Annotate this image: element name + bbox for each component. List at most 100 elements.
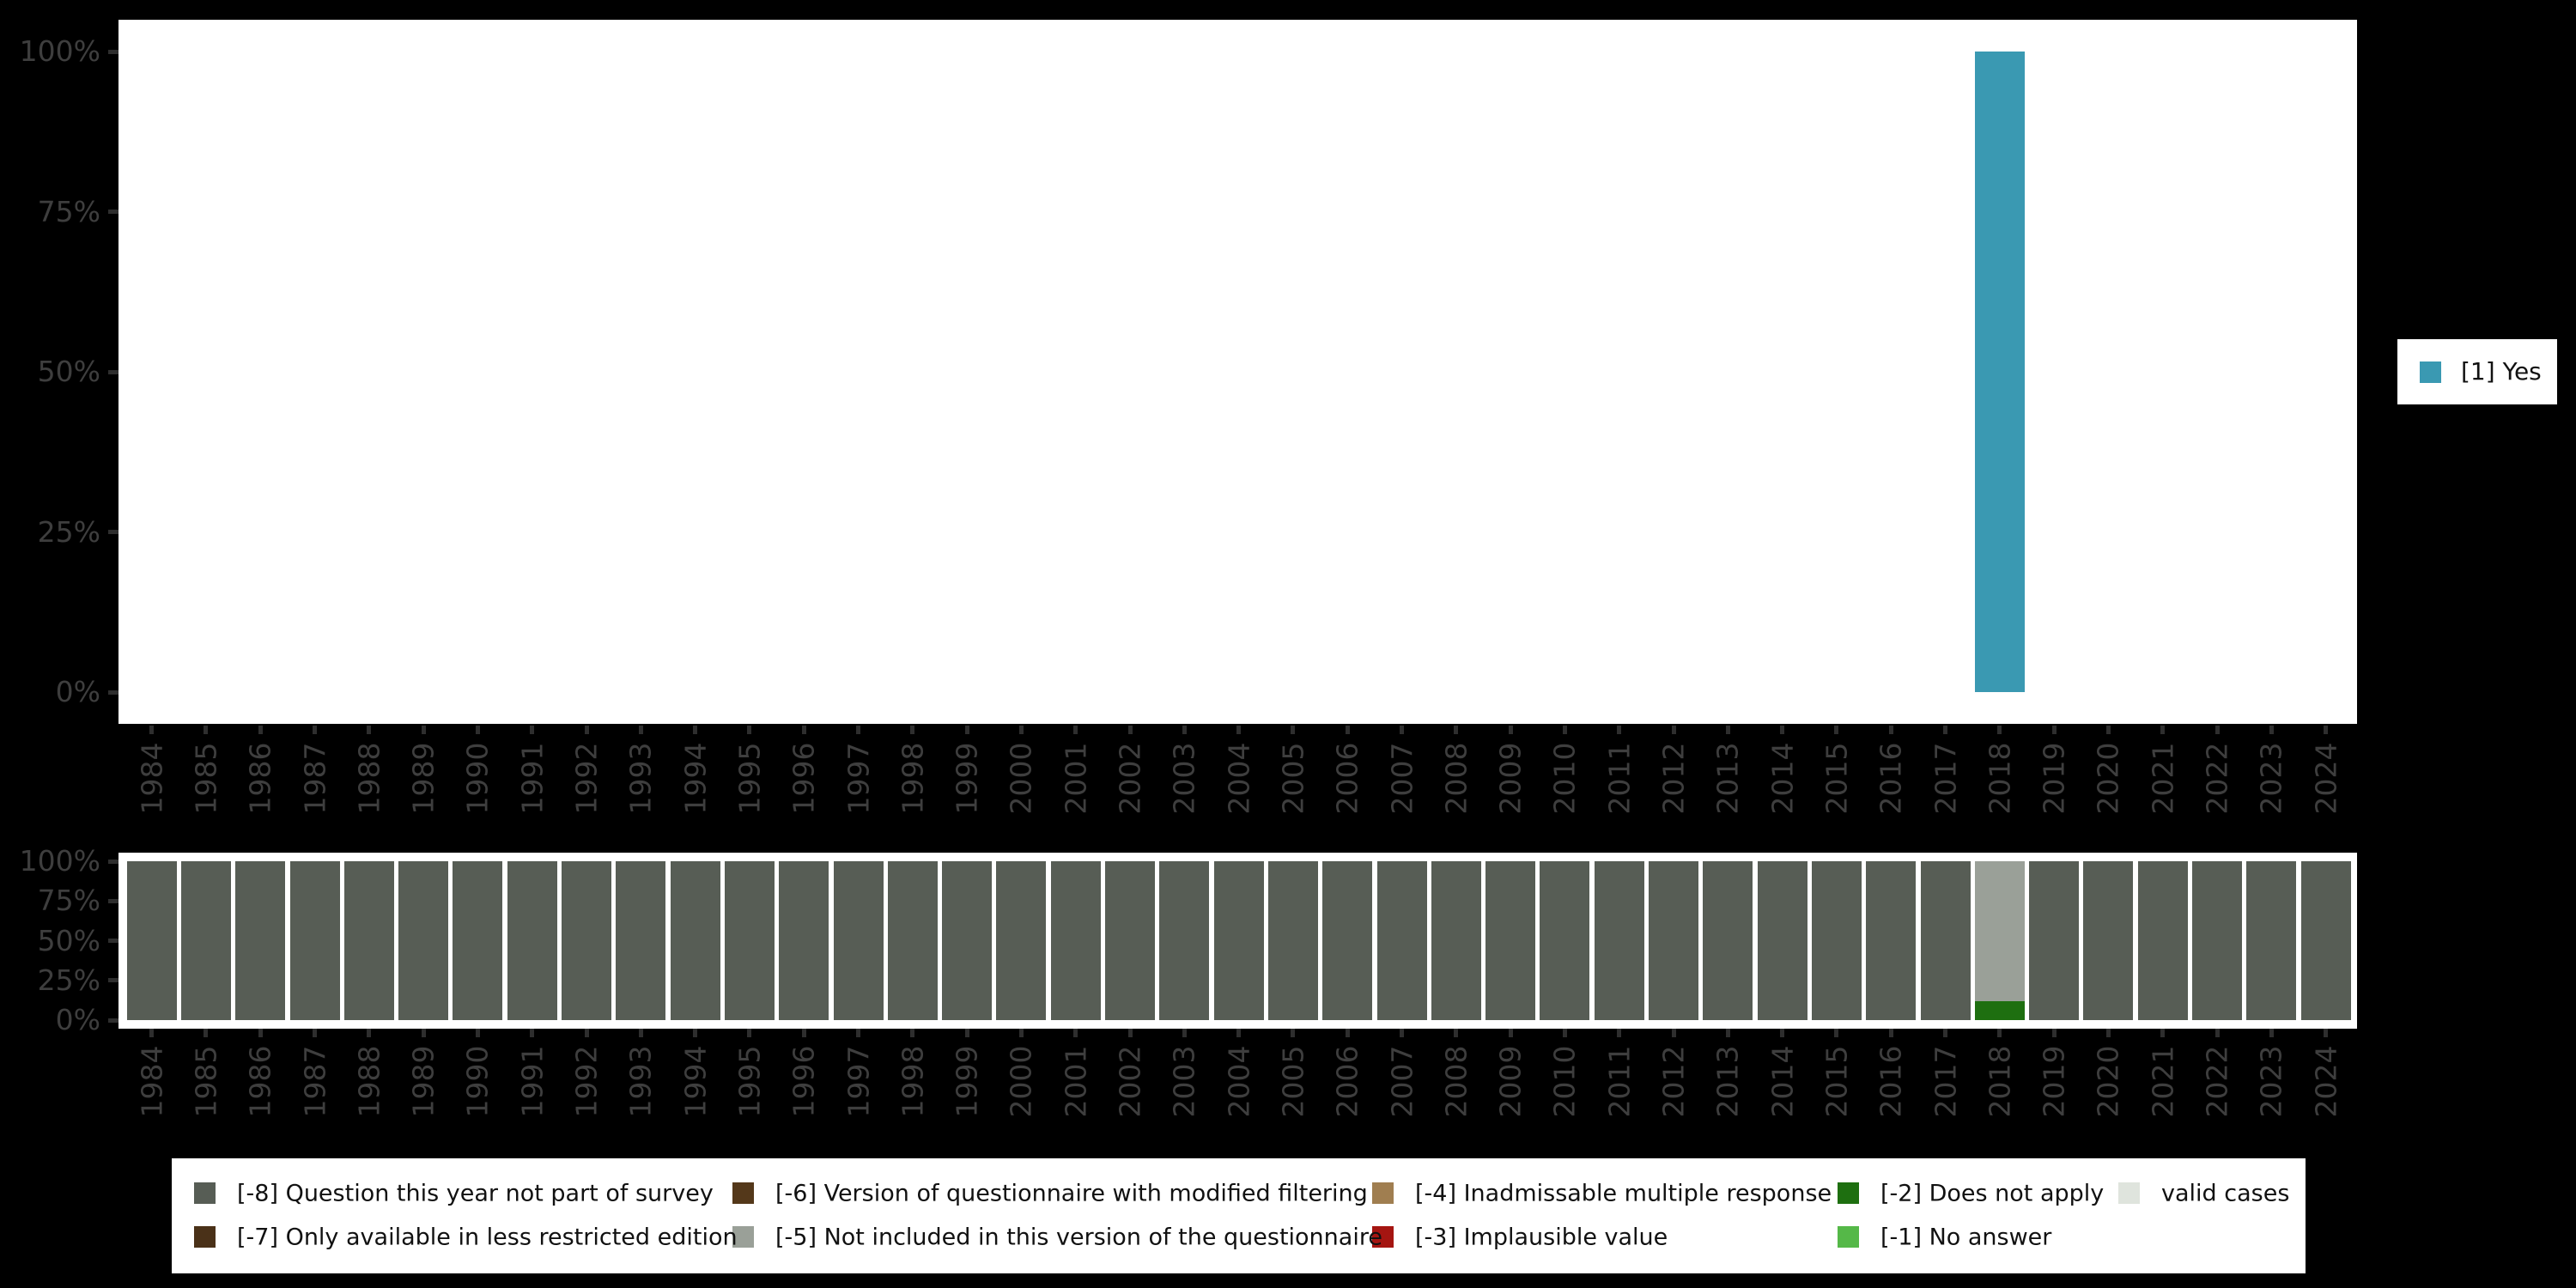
top-chart-y-axis-label: 25% xyxy=(37,514,100,549)
bottom-chart-year-label: 2001 xyxy=(1059,1045,1093,1117)
values-legend: [1] Yes xyxy=(2397,339,2557,404)
bar-segment-2004 xyxy=(1213,861,1264,1020)
top-chart-x-axis-tick xyxy=(1725,726,1730,734)
top-chart-x-axis-tick xyxy=(530,726,535,734)
top-chart-x-axis-tick xyxy=(747,726,752,734)
top-chart-y-axis-label: 0% xyxy=(55,675,100,708)
bottom-chart-y-axis-label: 50% xyxy=(37,923,100,957)
bar-segment-2023 xyxy=(2246,861,2297,1020)
bottom-chart-x-axis-tick xyxy=(1345,1029,1350,1037)
legend-swatch xyxy=(1838,1182,1859,1204)
bottom-chart-y-axis-label: 25% xyxy=(37,963,100,997)
top-chart-x-axis-tick xyxy=(475,726,480,734)
top-chart-x-axis-tick xyxy=(2269,726,2274,734)
bottom-chart-year-label: 1985 xyxy=(189,1045,223,1117)
legend-swatch xyxy=(2118,1182,2140,1204)
top-chart-year-label: 2011 xyxy=(1602,742,1637,814)
bar-segment-2009 xyxy=(1485,861,1536,1020)
bottom-chart-y-axis-tick xyxy=(108,939,118,943)
top-chart-x-axis-tick xyxy=(367,726,372,734)
bottom-chart-year-label: 2008 xyxy=(1439,1045,1473,1117)
legend-item-label: [-4] Inadmissable multiple response xyxy=(1415,1180,1832,1206)
bar-segment-1992 xyxy=(562,861,611,1020)
bottom-chart-year-label: 2018 xyxy=(1983,1045,2017,1117)
bottom-chart-year-label: 2013 xyxy=(1710,1045,1745,1117)
bottom-chart-x-axis-tick xyxy=(475,1029,480,1037)
top-chart-x-axis-tick xyxy=(1345,726,1350,734)
bottom-chart-year-label: 2024 xyxy=(2309,1045,2343,1117)
bottom-chart-year-label: 2012 xyxy=(1656,1045,1691,1117)
top-chart-year-label: 1997 xyxy=(841,742,875,814)
top-chart-x-axis-tick xyxy=(2160,726,2166,734)
bottom-chart-x-axis-tick xyxy=(421,1029,426,1037)
top-chart-year-label: 1990 xyxy=(460,742,495,814)
bar-segment-2008 xyxy=(1431,861,1481,1020)
bottom-chart-x-axis-tick xyxy=(1997,1029,2002,1037)
top-chart-year-label: 1988 xyxy=(352,742,386,814)
top-chart-year-label: 2020 xyxy=(2091,742,2125,814)
bottom-chart-x-axis-tick xyxy=(1236,1029,1242,1037)
bottom-chart-year-label: 1984 xyxy=(135,1045,169,1117)
top-chart-y-axis-label: 50% xyxy=(37,355,100,388)
top-chart-x-axis-tick xyxy=(856,726,860,734)
top-chart-x-axis-tick xyxy=(638,726,643,734)
bar-segment-1988 xyxy=(343,861,394,1020)
top-chart-x-axis-tick xyxy=(258,726,263,734)
top-chart-year-label: 2008 xyxy=(1439,742,1473,814)
top-chart-x-axis-tick xyxy=(1127,726,1133,734)
bottom-chart-x-axis-tick xyxy=(747,1029,752,1037)
top-chart-x-axis-tick xyxy=(149,726,155,734)
legend-swatch xyxy=(732,1226,754,1248)
top-chart-year-label: 1999 xyxy=(950,742,984,814)
top-chart-x-axis-tick xyxy=(1671,726,1676,734)
bottom-chart-year-label: 1993 xyxy=(623,1045,658,1117)
bottom-chart-y-axis-tick xyxy=(108,978,118,983)
top-chart-year-label: 2018 xyxy=(1983,742,2017,814)
bar-segment-1985 xyxy=(180,861,231,1020)
bottom-chart-x-axis-tick xyxy=(2105,1029,2111,1037)
bar-segment-1993 xyxy=(616,861,666,1020)
bar-segment-1997 xyxy=(833,861,884,1020)
top-chart-year-label: 2017 xyxy=(1929,742,1962,814)
bottom-chart-x-axis-tick xyxy=(367,1029,372,1037)
legend-swatch xyxy=(194,1182,216,1204)
top-chart-year-label: 2003 xyxy=(1167,742,1201,814)
bottom-chart-year-label: 1986 xyxy=(243,1045,277,1117)
legend-swatch xyxy=(1838,1226,1859,1248)
bottom-chart-x-axis-tick xyxy=(1454,1029,1459,1037)
top-chart-year-label: 2007 xyxy=(1385,742,1419,814)
bar-segment-2016 xyxy=(1866,861,1917,1020)
bar-segment-2017 xyxy=(1920,861,1971,1020)
bar-segment-2024 xyxy=(2300,861,2351,1020)
top-chart-x-axis-tick xyxy=(1073,726,1078,734)
bottom-chart-year-label: 2010 xyxy=(1547,1045,1582,1117)
bar-segment-1999 xyxy=(942,861,993,1020)
bottom-chart-year-label: 2004 xyxy=(1222,1045,1256,1117)
top-chart-x-axis-tick xyxy=(1834,726,1839,734)
top-chart-year-label: 1992 xyxy=(569,742,604,814)
bottom-chart-year-label: 2014 xyxy=(1765,1045,1800,1117)
bottom-chart-x-axis-tick xyxy=(801,1029,806,1037)
bar-segment-1984 xyxy=(126,861,177,1020)
legend-item-label: [-3] Implausible value xyxy=(1415,1224,1668,1250)
top-chart-x-axis-tick xyxy=(2105,726,2111,734)
top-chart-year-label: 2001 xyxy=(1059,742,1093,814)
top-chart-year-label: 2000 xyxy=(1004,742,1038,814)
top-chart-x-axis-tick xyxy=(1236,726,1242,734)
bottom-chart-x-axis-tick xyxy=(1127,1029,1133,1037)
legend-item-label: [-6] Version of questionnaire with modif… xyxy=(775,1180,1368,1206)
top-chart-year-label: 2013 xyxy=(1710,742,1745,814)
bottom-chart-year-label: 1996 xyxy=(787,1045,821,1117)
bar-segment-2002 xyxy=(1105,861,1155,1020)
bar-segment-2005 xyxy=(1267,861,1318,1020)
top-chart-year-label: 1986 xyxy=(243,742,277,814)
bottom-chart-year-label: 2002 xyxy=(1113,1045,1147,1117)
bottom-chart-year-label: 1998 xyxy=(896,1045,930,1117)
bar-segment-1994 xyxy=(670,861,720,1020)
bottom-chart-y-axis-label: 0% xyxy=(55,1003,100,1036)
top-chart-year-label: 1989 xyxy=(406,742,440,814)
bar-segment-2011 xyxy=(1594,861,1644,1020)
legend-swatch-yes xyxy=(2420,361,2441,383)
top-chart-x-axis-tick xyxy=(693,726,698,734)
